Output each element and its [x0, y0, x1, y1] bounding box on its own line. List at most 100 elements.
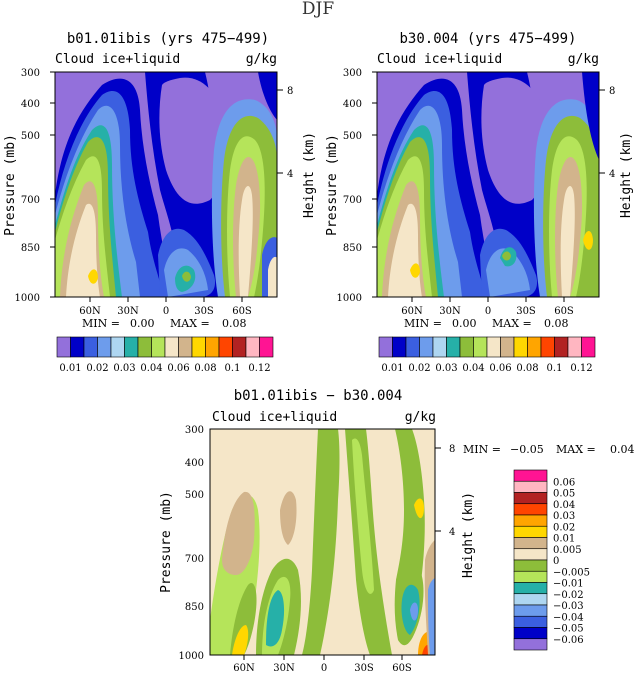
x-tick-label: 60S — [232, 306, 252, 317]
max-label: MAX = — [556, 443, 596, 456]
colorbar-label: −0.01 — [553, 579, 584, 590]
panel-top-left: b01.01ibis (yrs 475−499) Cloud ice+liqui… — [3, 31, 317, 330]
max-label: MAX = — [170, 317, 210, 330]
colorbar-label: 0.005 — [553, 545, 582, 556]
panel-difference: b01.01ibis − b30.004 Cloud ice+liquid g/… — [159, 388, 635, 673]
colorbar-swatch — [567, 336, 582, 358]
colorbar-label: 0.04 — [553, 500, 575, 511]
y-tick-label: 1000 — [179, 651, 204, 662]
min-label: MIN = — [404, 317, 442, 330]
x-tick-label: 60N — [233, 663, 255, 673]
colorbar-swatch — [513, 593, 548, 606]
colorbar-swatch — [137, 336, 152, 358]
colorbar-swatch — [124, 336, 139, 358]
y-tick-label: 850 — [343, 243, 362, 254]
min-max-readout: MIN = −0.05 MAX = 0.04 — [463, 443, 635, 456]
height-tick-label: 8 — [609, 86, 615, 97]
colorbar-swatch — [513, 548, 548, 561]
colorbar-swatch — [405, 336, 420, 358]
y-ticks-right: 8 4 — [287, 86, 293, 180]
variable-label: Cloud ice+liquid — [55, 52, 180, 67]
y-tick-label: 500 — [185, 490, 204, 501]
colorbar-label: 0.02 — [408, 363, 430, 374]
colorbar-swatch — [459, 336, 474, 358]
colorbar-label: 0.03 — [553, 511, 575, 522]
x-tick-label: 30N — [273, 663, 295, 673]
colorbar-swatch — [513, 615, 548, 628]
colorbar-swatch — [554, 336, 569, 358]
x-tick-label: 60N — [401, 306, 423, 317]
colorbar-label: 0.06 — [553, 477, 575, 488]
variable-label: Cloud ice+liquid — [212, 410, 337, 425]
colorbar-label: 0.05 — [553, 489, 575, 500]
colorbar-swatch — [191, 336, 206, 358]
y-axis-label-right: Height (km) — [619, 132, 634, 218]
colorbar-swatch — [378, 336, 393, 358]
max-value: 0.04 — [610, 443, 635, 456]
y-tick-label: 700 — [21, 195, 40, 206]
units-label: g/kg — [568, 52, 599, 67]
min-label: MIN = — [82, 317, 120, 330]
colorbar-top-right: 0.01 0.02 0.03 0.04 0.06 0.08 0.1 0.12 — [378, 336, 596, 374]
colorbar-label: 0 — [553, 556, 559, 567]
units-label: g/kg — [246, 52, 277, 67]
y-tick-label: 700 — [343, 195, 362, 206]
y-tick-label: 1000 — [15, 293, 40, 304]
colorbar-swatch — [446, 336, 461, 358]
colorbar-label: 0.02 — [86, 363, 108, 374]
panel-title: b01.01ibis (yrs 475−499) — [67, 31, 269, 47]
colorbar-swatch — [513, 525, 548, 538]
height-tick-label: 8 — [449, 444, 455, 455]
y-tick-label: 300 — [343, 68, 362, 79]
colorbar-label: −0.04 — [553, 612, 584, 623]
colorbar-label: 0.06 — [489, 363, 511, 374]
panel-top-right: b30.004 (yrs 475−499) Cloud ice+liquid g… — [325, 31, 634, 330]
min-value: 0.00 — [130, 317, 155, 330]
colorbar-top-left: 0.01 0.02 0.03 0.04 0.06 0.08 0.1 0.12 — [56, 336, 274, 374]
colorbar-label: 0.06 — [167, 363, 189, 374]
y-tick-label: 850 — [185, 602, 204, 613]
contour-field — [55, 72, 277, 297]
colorbar-label: −0.06 — [553, 635, 584, 646]
x-tick-label: 60S — [554, 306, 574, 317]
colorbar-swatch — [513, 559, 548, 572]
max-value: 0.08 — [544, 317, 569, 330]
colorbar-swatch — [513, 582, 548, 595]
colorbar-difference: 0.060.050.040.030.020.010.0050−0.005−0.0… — [513, 469, 590, 651]
height-tick-label: 8 — [287, 86, 293, 97]
colorbar-swatch — [56, 336, 71, 358]
colorbar-swatch — [83, 336, 98, 358]
max-label: MAX = — [492, 317, 532, 330]
x-tick-label: 0 — [163, 306, 169, 317]
y-tick-label: 400 — [343, 99, 362, 110]
colorbar-label: 0.03 — [435, 363, 457, 374]
colorbar-swatch — [218, 336, 233, 358]
colorbar-swatch — [513, 336, 528, 358]
x-tick-label: 60N — [79, 306, 101, 317]
y-ticks: 300 400 500 700 850 1000 — [179, 425, 204, 662]
colorbar-swatch — [513, 492, 548, 505]
colorbar-label: −0.02 — [553, 590, 584, 601]
y-tick-label: 500 — [343, 131, 362, 142]
colorbar-swatch — [513, 503, 548, 516]
y-axis-label: Pressure (mb) — [159, 491, 174, 593]
plot-frame — [209, 428, 436, 656]
colorbar-swatch — [245, 336, 260, 358]
variable-label: Cloud ice+liquid — [377, 52, 502, 67]
x-tick-label: 30S — [354, 663, 374, 673]
x-tick-label: 0 — [321, 663, 327, 673]
y-ticks: 300 400 500 700 850 1000 — [337, 68, 362, 304]
colorbar-swatch — [151, 336, 166, 358]
x-ticks: 60N 30N 0 30S 60S — [401, 306, 574, 317]
panel-title: b30.004 (yrs 475−499) — [399, 31, 576, 47]
colorbar-swatch — [527, 336, 542, 358]
colorbar-label: 0.02 — [553, 522, 575, 533]
colorbar-label: −0.03 — [553, 601, 584, 612]
colorbar-swatch — [205, 336, 220, 358]
y-ticks: 300 400 500 700 850 1000 — [15, 68, 40, 304]
x-tick-label: 60S — [392, 663, 412, 673]
colorbar-swatch — [97, 336, 112, 358]
y-axis-label-right: Height (km) — [302, 132, 317, 218]
colorbar-swatch — [473, 336, 488, 358]
